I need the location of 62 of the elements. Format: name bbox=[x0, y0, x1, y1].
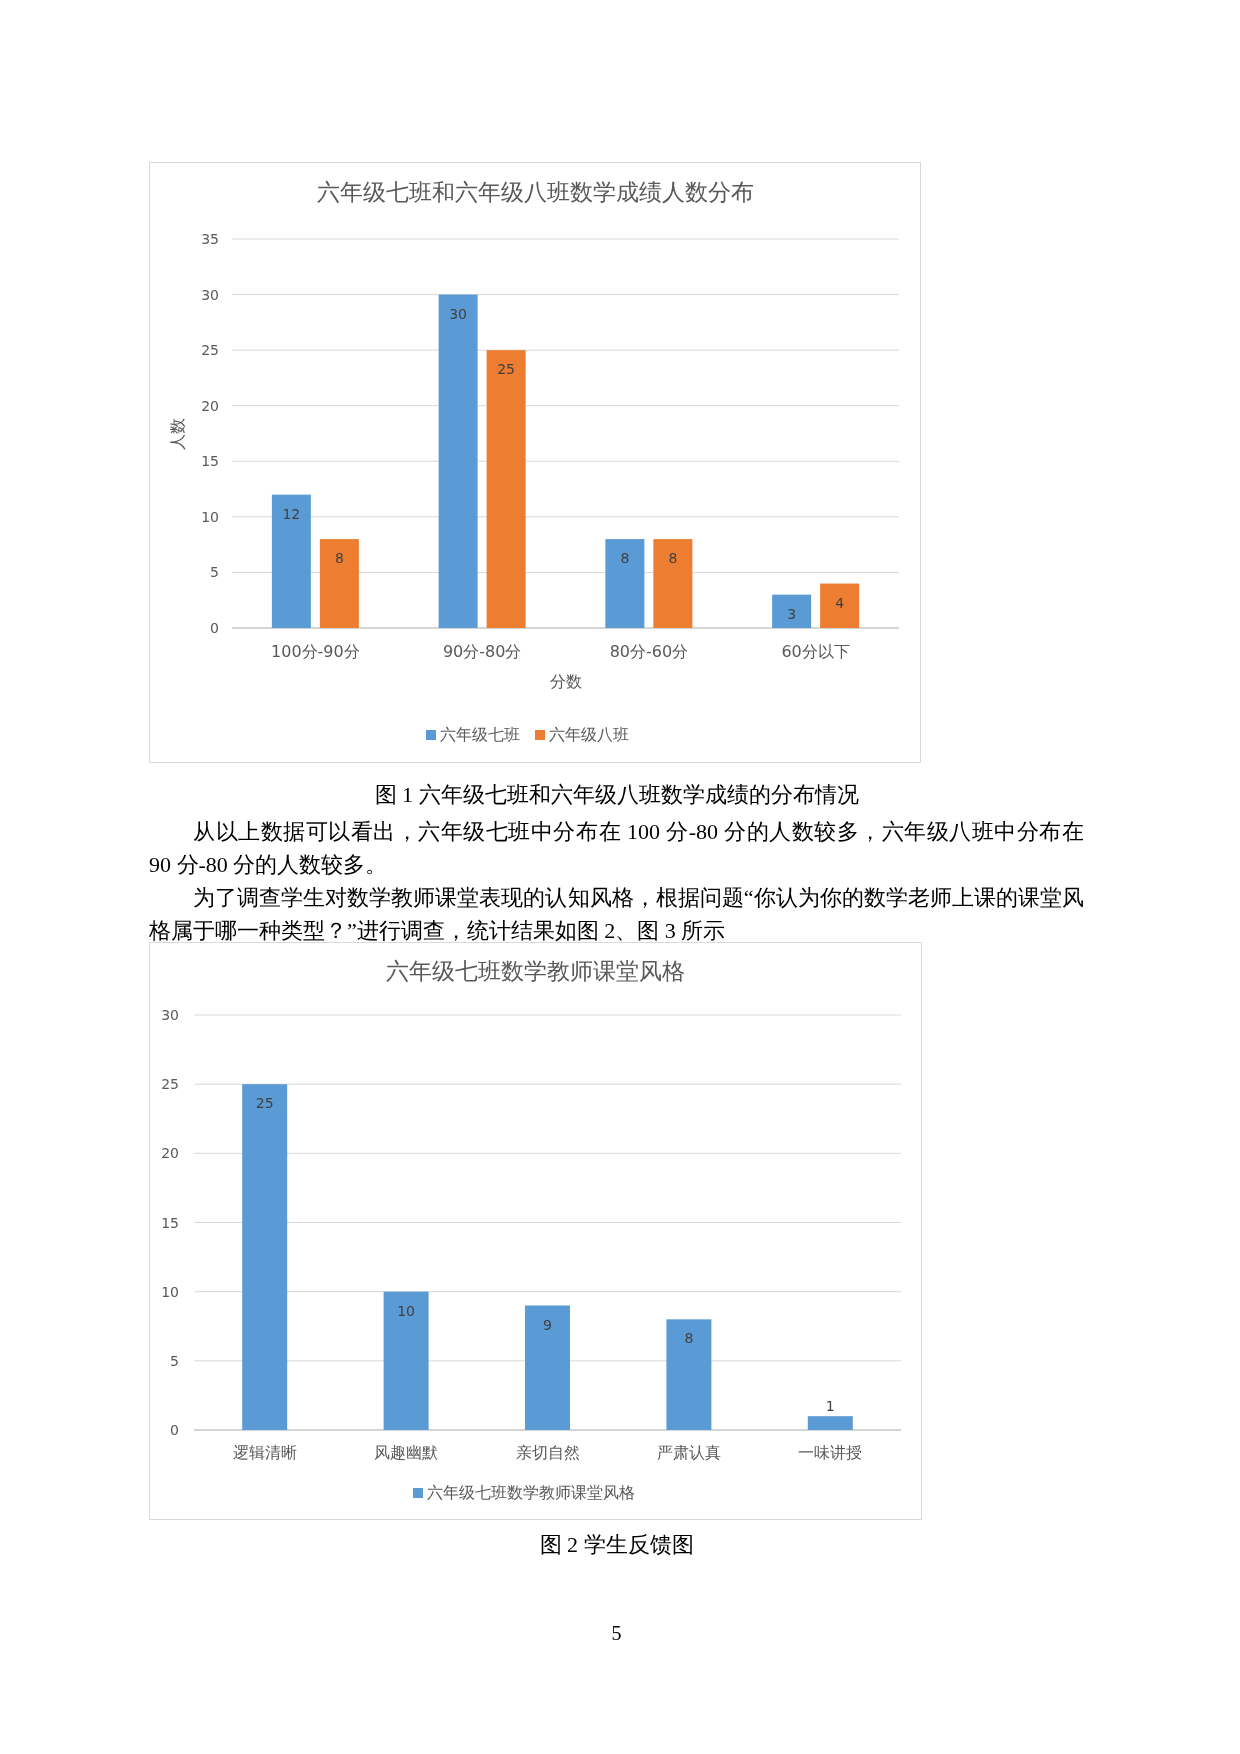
data-label: 25 bbox=[255, 1095, 274, 1112]
x-tick-label: 60分以下 bbox=[781, 642, 850, 661]
data-label: 8 bbox=[620, 550, 630, 567]
y-tick-label: 0 bbox=[210, 620, 219, 636]
x-tick-label: 80分-60分 bbox=[609, 642, 689, 661]
data-label: 8 bbox=[334, 550, 344, 567]
bar bbox=[807, 1416, 853, 1430]
y-tick-label: 20 bbox=[201, 397, 219, 414]
data-label: 10 bbox=[397, 1302, 416, 1319]
y-tick-label: 15 bbox=[161, 1214, 179, 1231]
bar bbox=[271, 494, 311, 628]
bar bbox=[666, 1319, 712, 1430]
data-label: 25 bbox=[497, 361, 516, 378]
bar bbox=[772, 594, 812, 628]
data-label: 8 bbox=[668, 550, 678, 567]
data-label: 8 bbox=[684, 1330, 694, 1347]
y-tick-label: 0 bbox=[170, 1422, 179, 1438]
data-label: 30 bbox=[449, 305, 468, 322]
y-tick-label: 15 bbox=[201, 453, 219, 470]
y-tick-label: 10 bbox=[161, 1283, 179, 1300]
chart-title: 六年级七班和六年级八班数学成绩人数分布 bbox=[316, 179, 754, 205]
bar bbox=[486, 350, 526, 628]
x-axis-title: 分数 bbox=[549, 672, 582, 691]
x-tick-label: 严肃认真 bbox=[656, 1443, 721, 1462]
legend-label: 六年级八班 bbox=[549, 725, 629, 744]
y-tick-label: 5 bbox=[170, 1352, 179, 1369]
caption: 图 1 六年级七班和六年级八班数学成绩的分布情况 bbox=[373, 781, 860, 809]
y-tick-label: 30 bbox=[161, 1007, 179, 1023]
y-tick-label: 10 bbox=[201, 508, 219, 525]
data-label: 3 bbox=[787, 605, 797, 622]
x-tick-label: 100分-90分 bbox=[271, 642, 360, 661]
y-tick-label: 35 bbox=[201, 231, 219, 247]
data-label: 4 bbox=[835, 594, 845, 611]
bar bbox=[319, 539, 359, 628]
data-label: 1 bbox=[825, 1398, 835, 1415]
x-tick-label: 一味讲授 bbox=[798, 1443, 863, 1462]
text: 从以上数据可以看出，六年级七班中分布在 100 分-80 分的人数较多，六年级八班中分布在 90 分-80 分的人数较多。 bbox=[149, 818, 1084, 879]
bar bbox=[242, 1084, 288, 1430]
legend-label: 六年级七班数学教师课堂风格 bbox=[427, 1483, 635, 1502]
bar bbox=[605, 539, 645, 628]
caption: 图 2 学生反馈图 bbox=[538, 1531, 695, 1559]
bar bbox=[820, 583, 860, 628]
y-tick-label: 25 bbox=[201, 342, 219, 359]
y-tick-label: 30 bbox=[201, 286, 219, 303]
y-tick-label: 25 bbox=[161, 1076, 179, 1093]
y-tick-label: 5 bbox=[210, 564, 219, 581]
legend-label: 六年级七班 bbox=[440, 725, 520, 744]
data-label: 12 bbox=[282, 505, 301, 522]
bar bbox=[383, 1291, 429, 1430]
x-tick-label: 90分-80分 bbox=[442, 642, 522, 661]
bar bbox=[438, 294, 478, 628]
data-label: 9 bbox=[543, 1316, 552, 1333]
bar bbox=[525, 1305, 570, 1430]
chart-title: 六年级七班数学教师课堂风格 bbox=[386, 958, 685, 984]
text: 为了调查学生对数学教师课堂表现的认知风格，根据问题“你认为你的数学老师上课的课堂风格属于哪一种类型？”进行调查，统计结果如图 2、图 3 所示 bbox=[149, 884, 1084, 945]
y-axis-title: 人数 bbox=[168, 418, 187, 450]
y-tick-label: 20 bbox=[161, 1145, 179, 1162]
x-tick-label: 亲切自然 bbox=[515, 1443, 580, 1462]
bar bbox=[653, 539, 693, 628]
x-tick-label: 逻辑清晰 bbox=[232, 1443, 297, 1462]
x-tick-label: 风趣幽默 bbox=[374, 1443, 439, 1462]
text: 5 bbox=[610, 1621, 623, 1646]
